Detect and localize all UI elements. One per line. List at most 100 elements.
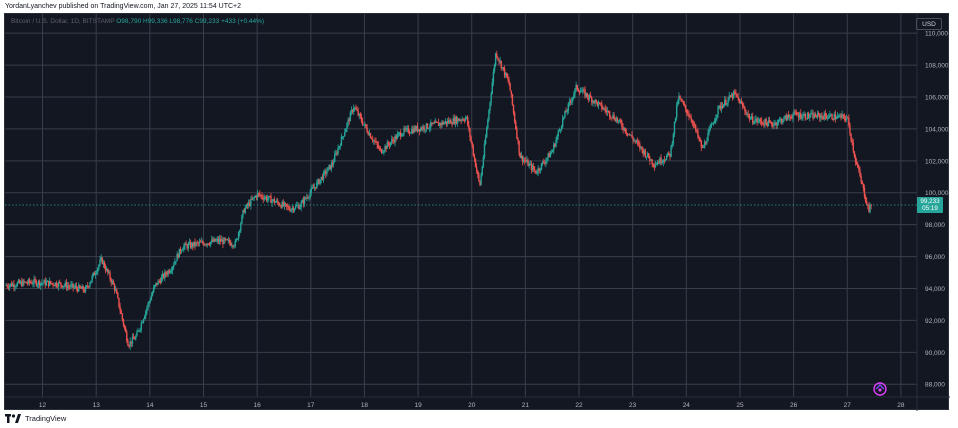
candle-body	[838, 115, 840, 117]
candle-body	[78, 285, 80, 292]
candle-body	[397, 133, 400, 135]
candle-body	[449, 120, 451, 123]
candle-body	[154, 284, 156, 288]
chart-panel[interactable]: 110,000 108,000 106,000 104,000 102,000 100,0…	[4, 13, 950, 411]
candle-body	[445, 121, 448, 124]
candle-body	[24, 281, 26, 283]
candle-body	[562, 118, 564, 127]
candle-body	[147, 303, 149, 308]
candle-body	[448, 120, 450, 123]
candle-body	[521, 155, 524, 162]
candle-body	[406, 127, 409, 129]
candle-body	[127, 341, 129, 346]
candle-body	[404, 128, 406, 130]
candle-body	[278, 202, 280, 206]
candle-body	[251, 198, 253, 200]
candle-body	[843, 115, 846, 119]
candle-body	[130, 341, 132, 344]
candle-body	[81, 286, 83, 289]
candle-body	[303, 197, 306, 204]
candle-body	[377, 144, 379, 148]
tradingview-brand[interactable]: TradingView	[5, 414, 66, 423]
price-chart[interactable]: 110,000 108,000 106,000 104,000 102,000 100,0…	[5, 14, 950, 411]
candle-body	[745, 111, 747, 115]
candle-body	[139, 328, 141, 331]
candle-body	[579, 91, 582, 93]
candle-body	[645, 156, 648, 158]
candle-body	[786, 114, 789, 121]
candle-body	[193, 241, 195, 247]
candle-body	[415, 126, 417, 131]
candle-body	[211, 239, 213, 242]
candle-body	[681, 101, 683, 102]
symbol-title[interactable]: Bitcoin / U.S. Dollar, 1D, BITSTAMP	[11, 18, 115, 25]
candle-body	[711, 123, 714, 125]
candle-body	[531, 165, 534, 170]
candle-body	[322, 172, 325, 180]
candle-body	[12, 283, 14, 287]
candle-body	[114, 289, 117, 291]
candle-body	[469, 128, 471, 137]
x-tick-label: 27	[844, 402, 852, 409]
x-tick-label: 14	[146, 402, 154, 409]
candle-body	[411, 129, 413, 133]
candle-body	[783, 116, 785, 121]
candle-body	[285, 204, 288, 207]
candle-body	[643, 150, 645, 154]
x-tick-label: 28	[897, 402, 905, 409]
candle-body	[776, 123, 778, 126]
candle-body	[152, 287, 155, 293]
candle-body	[726, 103, 728, 105]
candle-body	[57, 282, 60, 287]
candle-body	[800, 113, 802, 119]
candle-body	[292, 207, 295, 211]
candle-body	[665, 155, 668, 160]
candle-body	[861, 181, 863, 184]
candle-body	[37, 280, 40, 285]
candle-body	[146, 307, 148, 312]
candle-body	[471, 141, 473, 147]
candle-body	[237, 232, 240, 239]
x-tick-label: 22	[575, 402, 583, 409]
candle-body	[758, 119, 761, 121]
candle-body	[719, 105, 721, 109]
candle-body	[693, 124, 696, 125]
candle-body	[534, 169, 536, 171]
candle-body	[80, 287, 82, 289]
candle-body	[196, 242, 198, 244]
candle-body	[831, 114, 833, 119]
candle-body	[437, 122, 440, 126]
candle-body	[309, 192, 311, 198]
candle-body	[762, 123, 764, 125]
snapshot-icon[interactable]	[872, 381, 888, 402]
candle-body	[538, 168, 540, 171]
candle-body	[222, 239, 224, 244]
candle-body	[617, 120, 620, 122]
candle-body	[358, 113, 360, 116]
ohlc-high: H99,336	[143, 18, 168, 25]
candle-body	[129, 341, 131, 347]
candle-body	[545, 160, 547, 164]
candle-body	[435, 121, 438, 123]
candle-body	[323, 171, 326, 173]
candle-body	[585, 93, 587, 97]
candle-body	[698, 136, 700, 139]
candle-body	[852, 142, 854, 152]
candle-body	[740, 101, 743, 104]
candle-body	[225, 239, 227, 240]
candle-body	[490, 93, 492, 103]
candle-body	[536, 173, 538, 174]
candle-body	[522, 159, 525, 162]
candle-body	[436, 122, 439, 123]
candle-body	[452, 118, 454, 125]
candle-body	[350, 110, 353, 113]
symbol-legend[interactable]: Bitcoin / U.S. Dollar, 1D, BITSTAMP O98,…	[11, 18, 264, 25]
y-tick-label: 92,000	[925, 318, 945, 325]
candle-body	[168, 270, 170, 273]
x-tick-label: 13	[93, 402, 101, 409]
candle-body	[30, 282, 32, 284]
candle-body	[327, 167, 329, 172]
candle-body	[508, 79, 510, 84]
candle-body	[249, 202, 251, 206]
currency-button[interactable]: USD	[916, 18, 942, 30]
